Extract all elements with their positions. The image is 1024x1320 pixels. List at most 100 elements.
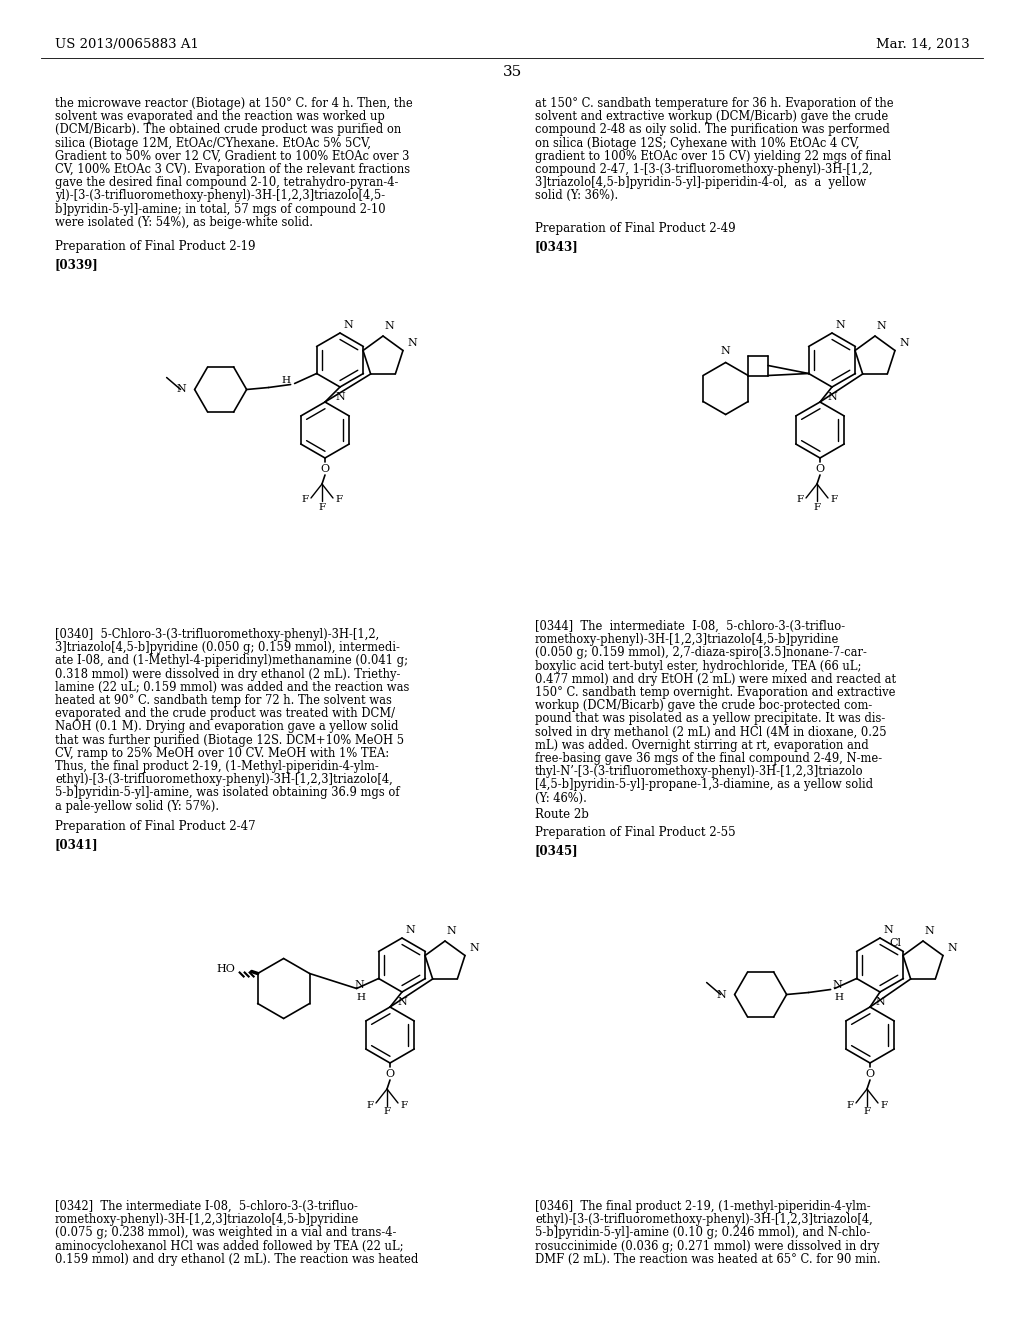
Text: O: O bbox=[321, 465, 330, 474]
Text: 5-b]pyridin-5-yl]-amine, was isolated obtaining 36.9 mgs of: 5-b]pyridin-5-yl]-amine, was isolated ob… bbox=[55, 787, 399, 800]
Text: N: N bbox=[721, 346, 730, 356]
Text: Cl: Cl bbox=[889, 937, 901, 948]
Text: N: N bbox=[899, 338, 908, 347]
Text: Preparation of Final Product 2-47: Preparation of Final Product 2-47 bbox=[55, 820, 256, 833]
Text: 0.477 mmol) and dry EtOH (2 mL) were mixed and reacted at: 0.477 mmol) and dry EtOH (2 mL) were mix… bbox=[535, 673, 896, 686]
Text: ethyl)-[3-(3-trifluoromethoxy-phenyl)-3H-[1,2,3]triazolo[4,: ethyl)-[3-(3-trifluoromethoxy-phenyl)-3H… bbox=[535, 1213, 872, 1226]
Text: 0.159 mmol) and dry ethanol (2 mL). The reaction was heated: 0.159 mmol) and dry ethanol (2 mL). The … bbox=[55, 1253, 419, 1266]
Text: N: N bbox=[924, 927, 934, 936]
Text: CV, ramp to 25% MeOH over 10 CV. MeOH with 1% TEA:: CV, ramp to 25% MeOH over 10 CV. MeOH wi… bbox=[55, 747, 389, 760]
Text: HO: HO bbox=[217, 964, 236, 974]
Text: N: N bbox=[469, 942, 479, 953]
Text: aminocyclohexanol HCl was added followed by TEA (22 uL;: aminocyclohexanol HCl was added followed… bbox=[55, 1239, 403, 1253]
Text: NaOH (0.1 M). Drying and evaporation gave a yellow solid: NaOH (0.1 M). Drying and evaporation gav… bbox=[55, 721, 398, 734]
Text: N: N bbox=[876, 321, 886, 331]
Text: F: F bbox=[367, 1101, 374, 1110]
Text: N: N bbox=[355, 981, 365, 990]
Text: H: H bbox=[835, 994, 843, 1002]
Text: ethyl)-[3-(3-trifluoromethoxy-phenyl)-3H-[1,2,3]triazolo[4,: ethyl)-[3-(3-trifluoromethoxy-phenyl)-3H… bbox=[55, 774, 393, 787]
Text: N: N bbox=[177, 384, 186, 395]
Text: ate I-08, and (1-Methyl-4-piperidinyl)methanamine (0.041 g;: ate I-08, and (1-Methyl-4-piperidinyl)me… bbox=[55, 655, 408, 668]
Text: (0.050 g; 0.159 mmol), 2,7-diaza-spiro[3.5]nonane-7-car-: (0.050 g; 0.159 mmol), 2,7-diaza-spiro[3… bbox=[535, 647, 867, 660]
Text: N: N bbox=[827, 392, 837, 403]
Text: a pale-yellow solid (Y: 57%).: a pale-yellow solid (Y: 57%). bbox=[55, 800, 219, 813]
Text: silica (Biotage 12M, EtOAc/CYhexane. EtOAc 5% 5CV,: silica (Biotage 12M, EtOAc/CYhexane. EtO… bbox=[55, 136, 371, 149]
Text: lamine (22 uL; 0.159 mmol) was added and the reaction was: lamine (22 uL; 0.159 mmol) was added and… bbox=[55, 681, 410, 694]
Text: F: F bbox=[797, 495, 804, 504]
Text: F: F bbox=[881, 1101, 888, 1110]
Text: solid (Y: 36%).: solid (Y: 36%). bbox=[535, 189, 618, 202]
Text: 3]triazolo[4,5-b]pyridin-5-yl]-piperidin-4-ol,  as  a  yellow: 3]triazolo[4,5-b]pyridin-5-yl]-piperidin… bbox=[535, 176, 866, 189]
Text: N: N bbox=[384, 321, 394, 331]
Text: N: N bbox=[876, 997, 885, 1007]
Text: N: N bbox=[397, 997, 407, 1007]
Text: [0346]  The final product 2-19, (1-methyl-piperidin-4-ylm-: [0346] The final product 2-19, (1-methyl… bbox=[535, 1200, 870, 1213]
Text: N: N bbox=[406, 925, 415, 935]
Text: solvent and extractive workup (DCM/Bicarb) gave the crude: solvent and extractive workup (DCM/Bicar… bbox=[535, 110, 888, 123]
Text: N: N bbox=[717, 990, 727, 999]
Text: boxylic acid tert-butyl ester, hydrochloride, TEA (66 uL;: boxylic acid tert-butyl ester, hydrochlo… bbox=[535, 660, 861, 673]
Text: [0340]  5-Chloro-3-(3-trifluoromethoxy-phenyl)-3H-[1,2,: [0340] 5-Chloro-3-(3-trifluoromethoxy-ph… bbox=[55, 628, 379, 642]
Text: pound that was pisolated as a yellow precipitate. It was dis-: pound that was pisolated as a yellow pre… bbox=[535, 713, 886, 726]
Text: Mar. 14, 2013: Mar. 14, 2013 bbox=[877, 38, 970, 51]
Text: H: H bbox=[356, 994, 366, 1002]
Text: N: N bbox=[446, 927, 456, 936]
Text: Gradient to 50% over 12 CV, Gradient to 100% EtOAc over 3: Gradient to 50% over 12 CV, Gradient to … bbox=[55, 149, 410, 162]
Text: H: H bbox=[282, 376, 291, 385]
Text: F: F bbox=[847, 1101, 854, 1110]
Text: 5-b]pyridin-5-yl]-amine (0.10 g; 0.246 mmol), and N-chlo-: 5-b]pyridin-5-yl]-amine (0.10 g; 0.246 m… bbox=[535, 1226, 870, 1239]
Text: yl)-[3-(3-trifluoromethoxy-phenyl)-3H-[1,2,3]triazolo[4,5-: yl)-[3-(3-trifluoromethoxy-phenyl)-3H-[1… bbox=[55, 189, 385, 202]
Text: were isolated (Y: 54%), as beige-white solid.: were isolated (Y: 54%), as beige-white s… bbox=[55, 215, 313, 228]
Text: N: N bbox=[835, 319, 845, 330]
Text: compound 2-48 as oily solid. The purification was performed: compound 2-48 as oily solid. The purific… bbox=[535, 123, 890, 136]
Text: romethoxy-phenyl)-3H-[1,2,3]triazolo[4,5-b]pyridine: romethoxy-phenyl)-3H-[1,2,3]triazolo[4,5… bbox=[535, 634, 840, 647]
Text: F: F bbox=[830, 495, 838, 504]
Text: [0345]: [0345] bbox=[535, 843, 579, 857]
Text: the microwave reactor (Biotage) at 150° C. for 4 h. Then, the: the microwave reactor (Biotage) at 150° … bbox=[55, 96, 413, 110]
Text: N: N bbox=[335, 392, 345, 403]
Text: F: F bbox=[400, 1101, 408, 1110]
Text: (DCM/Bicarb). The obtained crude product was purified on: (DCM/Bicarb). The obtained crude product… bbox=[55, 123, 401, 136]
Text: thyl-N’-[3-(3-trifluoromethoxy-phenyl)-3H-[1,2,3]triazolo: thyl-N’-[3-(3-trifluoromethoxy-phenyl)-3… bbox=[535, 766, 863, 779]
Text: [0343]: [0343] bbox=[535, 240, 579, 253]
Text: Preparation of Final Product 2-19: Preparation of Final Product 2-19 bbox=[55, 240, 256, 253]
Text: 0.318 mmol) were dissolved in dry ethanol (2 mL). Triethy-: 0.318 mmol) were dissolved in dry ethano… bbox=[55, 668, 400, 681]
Text: rosuccinimide (0.036 g; 0.271 mmol) were dissolved in dry: rosuccinimide (0.036 g; 0.271 mmol) were… bbox=[535, 1239, 880, 1253]
Text: on silica (Biotage 12S; Cyhexane with 10% EtOAc 4 CV,: on silica (Biotage 12S; Cyhexane with 10… bbox=[535, 136, 859, 149]
Text: F: F bbox=[863, 1107, 870, 1117]
Text: F: F bbox=[301, 495, 308, 504]
Text: O: O bbox=[385, 1069, 394, 1078]
Text: Preparation of Final Product 2-49: Preparation of Final Product 2-49 bbox=[535, 222, 735, 235]
Text: solved in dry methanol (2 mL) and HCl (4M in dioxane, 0.25: solved in dry methanol (2 mL) and HCl (4… bbox=[535, 726, 887, 739]
Text: [0341]: [0341] bbox=[55, 838, 98, 851]
Text: gradient to 100% EtOAc over 15 CV) yielding 22 mgs of final: gradient to 100% EtOAc over 15 CV) yield… bbox=[535, 149, 891, 162]
Text: US 2013/0065883 A1: US 2013/0065883 A1 bbox=[55, 38, 199, 51]
Text: mL) was added. Overnight stirring at rt, evaporation and: mL) was added. Overnight stirring at rt,… bbox=[535, 739, 868, 752]
Text: evaporated and the crude product was treated with DCM/: evaporated and the crude product was tre… bbox=[55, 708, 395, 721]
Text: [0342]  The intermediate I-08,  5-chloro-3-(3-trifluo-: [0342] The intermediate I-08, 5-chloro-3… bbox=[55, 1200, 357, 1213]
Text: O: O bbox=[815, 465, 824, 474]
Text: romethoxy-phenyl)-3H-[1,2,3]triazolo[4,5-b]pyridine: romethoxy-phenyl)-3H-[1,2,3]triazolo[4,5… bbox=[55, 1213, 359, 1226]
Text: [0344]  The  intermediate  I-08,  5-chloro-3-(3-trifluo-: [0344] The intermediate I-08, 5-chloro-3… bbox=[535, 620, 845, 634]
Text: N: N bbox=[407, 338, 417, 347]
Text: Preparation of Final Product 2-55: Preparation of Final Product 2-55 bbox=[535, 826, 735, 840]
Text: heated at 90° C. sandbath temp for 72 h. The solvent was: heated at 90° C. sandbath temp for 72 h.… bbox=[55, 694, 392, 708]
Text: workup (DCM/Bicarb) gave the crude boc-protected com-: workup (DCM/Bicarb) gave the crude boc-p… bbox=[535, 700, 872, 713]
Text: DMF (2 mL). The reaction was heated at 65° C. for 90 min.: DMF (2 mL). The reaction was heated at 6… bbox=[535, 1253, 881, 1266]
Text: solvent was evaporated and the reaction was worked up: solvent was evaporated and the reaction … bbox=[55, 110, 385, 123]
Text: N: N bbox=[343, 319, 352, 330]
Text: 150° C. sandbath temp overnight. Evaporation and extractive: 150° C. sandbath temp overnight. Evapora… bbox=[535, 686, 896, 700]
Text: 3]triazolo[4,5-b]pyridine (0.050 g; 0.159 mmol), intermedi-: 3]triazolo[4,5-b]pyridine (0.050 g; 0.15… bbox=[55, 642, 400, 655]
Text: F: F bbox=[813, 503, 820, 511]
Text: Route 2b: Route 2b bbox=[535, 808, 589, 821]
Text: at 150° C. sandbath temperature for 36 h. Evaporation of the: at 150° C. sandbath temperature for 36 h… bbox=[535, 96, 894, 110]
Text: Thus, the final product 2-19, (1-Methyl-piperidin-4-ylm-: Thus, the final product 2-19, (1-Methyl-… bbox=[55, 760, 379, 774]
Text: N: N bbox=[947, 942, 956, 953]
Text: (Y: 46%).: (Y: 46%). bbox=[535, 792, 587, 805]
Text: F: F bbox=[383, 1107, 390, 1117]
Text: 35: 35 bbox=[503, 65, 521, 79]
Text: F: F bbox=[336, 495, 343, 504]
Text: N: N bbox=[833, 981, 843, 990]
Text: (0.075 g; 0.238 mmol), was weighted in a vial and trans-4-: (0.075 g; 0.238 mmol), was weighted in a… bbox=[55, 1226, 396, 1239]
Text: [4,5-b]pyridin-5-yl]-propane-1,3-diamine, as a yellow solid: [4,5-b]pyridin-5-yl]-propane-1,3-diamine… bbox=[535, 779, 873, 792]
